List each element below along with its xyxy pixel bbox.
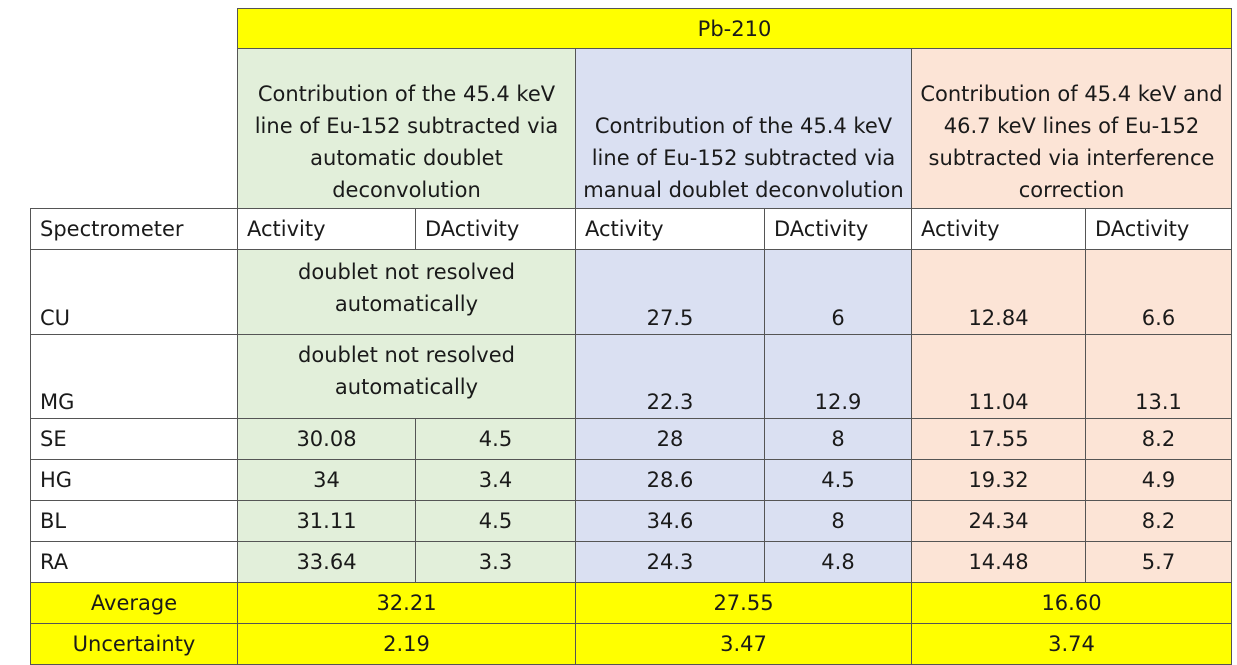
activity-interference: 17.55 [911, 418, 1086, 460]
group-header-interference: Contribution of 45.4 keV and 46.7 keV li… [911, 48, 1232, 209]
activity-manual: 28 [575, 418, 765, 460]
spectrometer-name: HG [30, 459, 238, 501]
activity-automatic: 33.64 [237, 541, 416, 583]
activity-interference: 11.04 [911, 334, 1086, 419]
activity-manual: 28.6 [575, 459, 765, 501]
title-row: Pb-210 [30, 8, 1232, 49]
uncertainty-label: Uncertainty [30, 623, 238, 665]
spectrometer-name: RA [30, 541, 238, 583]
table-row: CU doublet not resolved automatically 27… [30, 249, 1232, 335]
dactivity-manual: 6 [764, 249, 912, 335]
dactivity-header: DActivity [1085, 208, 1232, 250]
dactivity-automatic: 4.5 [415, 500, 576, 542]
activity-manual: 27.5 [575, 249, 765, 335]
average-interference: 16.60 [911, 582, 1232, 624]
results-table: Pb-210 Contribution of the 45.4 keV line… [30, 8, 1232, 665]
table-row: HG 34 3.4 28.6 4.5 19.32 4.9 [30, 459, 1232, 501]
spectrometer-name: CU [30, 249, 238, 335]
activity-manual: 22.3 [575, 334, 765, 419]
dactivity-interference: 8.2 [1085, 500, 1232, 542]
activity-header: Activity [911, 208, 1086, 250]
uncertainty-row: Uncertainty 2.19 3.47 3.74 [30, 623, 1232, 665]
dactivity-interference: 8.2 [1085, 418, 1232, 460]
table-row: BL 31.11 4.5 34.6 8 24.34 8.2 [30, 500, 1232, 542]
activity-header: Activity [575, 208, 765, 250]
activity-manual: 34.6 [575, 500, 765, 542]
group-header-manual: Contribution of the 45.4 keV line of Eu-… [575, 48, 912, 209]
average-manual: 27.55 [575, 582, 912, 624]
uncertainty-automatic: 2.19 [237, 623, 576, 665]
spectrometer-name: MG [30, 334, 238, 419]
dactivity-manual: 8 [764, 418, 912, 460]
dactivity-interference: 13.1 [1085, 334, 1232, 419]
column-header-row: Spectrometer Activity DActivity Activity… [30, 208, 1232, 250]
dactivity-interference: 4.9 [1085, 459, 1232, 501]
average-automatic: 32.21 [237, 582, 576, 624]
dactivity-header: DActivity [764, 208, 912, 250]
table-row: SE 30.08 4.5 28 8 17.55 8.2 [30, 418, 1232, 460]
spectrometer-name: BL [30, 500, 238, 542]
table-title: Pb-210 [237, 8, 1232, 49]
dactivity-manual: 4.8 [764, 541, 912, 583]
spectrometer-header: Spectrometer [30, 208, 238, 250]
activity-header: Activity [237, 208, 416, 250]
group-header-row: Contribution of the 45.4 keV line of Eu-… [30, 48, 1232, 209]
not-resolved-note: doublet not resolved automatically [237, 249, 576, 335]
dactivity-automatic: 4.5 [415, 418, 576, 460]
dactivity-interference: 6.6 [1085, 249, 1232, 335]
spectrometer-name: SE [30, 418, 238, 460]
activity-interference: 19.32 [911, 459, 1086, 501]
uncertainty-manual: 3.47 [575, 623, 912, 665]
dactivity-automatic: 3.4 [415, 459, 576, 501]
average-label: Average [30, 582, 238, 624]
dactivity-header: DActivity [415, 208, 576, 250]
activity-interference: 12.84 [911, 249, 1086, 335]
activity-automatic: 31.11 [237, 500, 416, 542]
average-row: Average 32.21 27.55 16.60 [30, 582, 1232, 624]
corner-blank [30, 8, 238, 49]
table-row: RA 33.64 3.3 24.3 4.8 14.48 5.7 [30, 541, 1232, 583]
dactivity-automatic: 3.3 [415, 541, 576, 583]
dactivity-manual: 4.5 [764, 459, 912, 501]
dactivity-manual: 12.9 [764, 334, 912, 419]
activity-manual: 24.3 [575, 541, 765, 583]
activity-interference: 14.48 [911, 541, 1086, 583]
group-header-automatic: Contribution of the 45.4 keV line of Eu-… [237, 48, 576, 209]
dactivity-manual: 8 [764, 500, 912, 542]
dactivity-interference: 5.7 [1085, 541, 1232, 583]
activity-automatic: 30.08 [237, 418, 416, 460]
activity-automatic: 34 [237, 459, 416, 501]
activity-interference: 24.34 [911, 500, 1086, 542]
uncertainty-interference: 3.74 [911, 623, 1232, 665]
table-row: MG doublet not resolved automatically 22… [30, 334, 1232, 419]
corner-blank [30, 48, 238, 209]
not-resolved-note: doublet not resolved automatically [237, 334, 576, 419]
